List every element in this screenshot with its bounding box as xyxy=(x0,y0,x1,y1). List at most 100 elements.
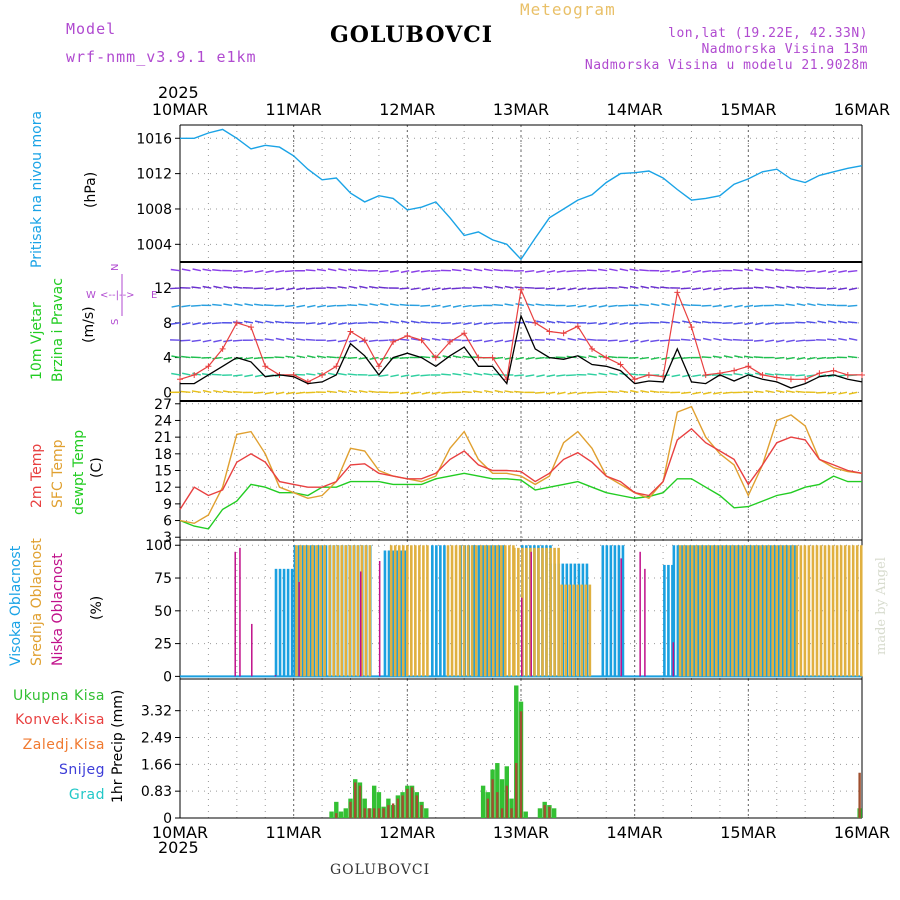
wind-arrow xyxy=(452,304,462,308)
cloud-low-bar xyxy=(234,551,236,677)
cloud-mid-bar xyxy=(859,545,863,677)
wind-arrow xyxy=(274,356,285,359)
y-tick-label: 21 xyxy=(154,430,172,446)
precip-conv-bar xyxy=(401,795,404,818)
wind-arrow xyxy=(713,287,722,291)
wind-arrow xyxy=(420,321,431,324)
wind-arrow xyxy=(566,304,577,308)
wind-arrow xyxy=(545,304,556,307)
wind-arrow xyxy=(546,269,556,274)
wind-arrow xyxy=(806,320,816,324)
wind-arrow xyxy=(483,339,493,343)
wind-arrow xyxy=(619,268,629,272)
wind-arrow xyxy=(587,338,597,341)
precip-conv-bar xyxy=(382,808,385,818)
wind-gust-marker xyxy=(177,376,183,383)
wind-arrow xyxy=(483,372,493,376)
cloud-high-bar xyxy=(617,545,621,677)
wind-arrow xyxy=(389,269,399,273)
wind-arrow xyxy=(222,390,233,394)
cloud-low-bar xyxy=(239,547,241,677)
wind-arrow xyxy=(296,355,306,359)
cloud-mid-bar xyxy=(690,545,694,677)
cloud-low-bar xyxy=(251,623,253,677)
date-label-bottom: 14MAR xyxy=(607,823,663,842)
cloud-high-bar xyxy=(316,545,320,677)
wind-gust-marker xyxy=(205,363,212,370)
cloud-high-bar xyxy=(278,568,282,677)
wind-arrow xyxy=(723,355,733,359)
cloud-mid-bar xyxy=(739,545,742,677)
wind-arrow xyxy=(368,374,379,377)
cloud-mid-bar xyxy=(795,545,799,677)
wind-gust-marker xyxy=(702,371,709,378)
wind-arrow xyxy=(307,304,316,308)
date-label-top: 13MAR xyxy=(493,100,549,119)
precip-total-bar xyxy=(376,792,382,818)
wind-arrow xyxy=(785,303,795,307)
cloud-mid-bar xyxy=(807,545,811,677)
wind-arrow xyxy=(348,268,358,272)
cloud-mid-bar xyxy=(504,545,507,677)
wind-arrow xyxy=(525,374,535,378)
wind-arrow xyxy=(618,339,629,343)
wind-arrow xyxy=(838,391,847,395)
precip-conv-bar xyxy=(372,808,376,818)
cloud-high-bar xyxy=(736,545,740,677)
cloud-low-bar xyxy=(639,551,641,677)
wind-arrow xyxy=(755,322,764,326)
wind-arrow xyxy=(691,287,702,291)
wind-arrow xyxy=(826,287,837,290)
wind-arrow xyxy=(181,304,191,308)
wind-arrow xyxy=(723,338,733,341)
wind-arrow xyxy=(628,356,639,359)
cloud-high-bar xyxy=(708,545,712,677)
wind-arrow xyxy=(785,390,795,394)
wind-arrow xyxy=(244,374,254,378)
wind-arrow xyxy=(347,304,358,307)
precip-conv-bar xyxy=(377,808,381,818)
precip-conv-bar xyxy=(391,803,395,818)
y-tick-label: 4 xyxy=(163,351,172,367)
wind-arrow xyxy=(337,372,347,376)
wind-gust-marker xyxy=(617,361,624,368)
wind-arrow xyxy=(410,320,420,324)
cloud-high-bar xyxy=(609,545,613,677)
wind-arrow xyxy=(212,356,222,360)
wind-arrow xyxy=(171,304,181,308)
wind-arrow xyxy=(692,374,702,378)
wind-arrow xyxy=(608,390,618,394)
wind-arrow xyxy=(847,321,858,324)
wind-arrow xyxy=(191,339,201,343)
wind-gust-marker xyxy=(446,338,453,345)
wind-arrow xyxy=(420,355,431,359)
precip-conv-bar xyxy=(505,785,508,818)
wind-arrow xyxy=(348,285,358,289)
cloud-mid-bar xyxy=(568,584,572,677)
wind-arrow xyxy=(192,268,201,272)
wind-arrow xyxy=(848,337,858,341)
cloud-high-bar xyxy=(403,550,407,677)
wind-arrow xyxy=(494,339,504,343)
wind-arrow xyxy=(650,339,660,343)
wind-arrow xyxy=(378,320,389,324)
y-tick-label: 1012 xyxy=(136,167,172,183)
cloud-high-bar xyxy=(663,564,666,677)
meteogram-label: Meteogram xyxy=(520,0,616,19)
cloud-mid-bar xyxy=(368,545,372,677)
wind-arrow xyxy=(181,322,191,326)
svg-text:<--|-->: <--|--> xyxy=(100,290,135,301)
cloud-mid-bar xyxy=(791,545,795,677)
wind-arrow xyxy=(452,372,462,376)
wind-arrow xyxy=(284,321,295,324)
wind-arrow xyxy=(732,287,743,290)
precip-conv-bar xyxy=(519,711,523,818)
precip-conv-bar xyxy=(410,787,414,818)
y-tick-label: 0.83 xyxy=(141,784,172,800)
wind-arrow xyxy=(327,372,337,376)
precip-conv-bar xyxy=(543,805,546,818)
wind-arrow xyxy=(202,285,212,289)
cloud-mid-bar xyxy=(564,584,568,677)
cloud-mid-bar xyxy=(483,545,487,677)
altitude-label: Nadmorska Visina 13m xyxy=(701,42,868,57)
